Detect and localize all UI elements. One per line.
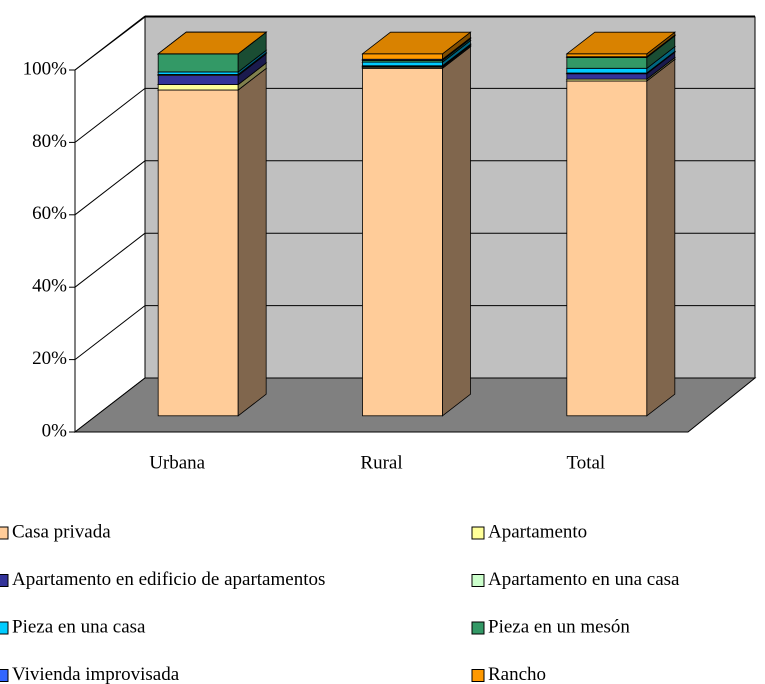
bar-side <box>237 67 267 417</box>
legend-swatch <box>0 526 9 540</box>
legend-swatch <box>471 574 485 587</box>
bar-segment <box>157 75 239 85</box>
legend-swatch <box>0 669 9 682</box>
grid-line <box>74 15 146 71</box>
legend-label: Vivienda improvisada <box>12 664 180 684</box>
bar-segment <box>566 73 648 80</box>
bar-segment <box>566 53 648 58</box>
grid-line <box>74 305 146 360</box>
legend-swatch <box>471 526 485 540</box>
x-tick-label: Urbana <box>149 452 205 473</box>
legend-label: Pieza en un mesón <box>488 616 630 637</box>
legend-label: Rancho <box>488 664 546 684</box>
grid-line <box>74 160 146 216</box>
bar-side <box>442 45 471 417</box>
bar-segment <box>566 80 648 417</box>
legend-label: Casa privada <box>12 521 111 542</box>
legend-swatch <box>0 574 9 587</box>
bar-segment <box>362 61 443 67</box>
y-tick-label: 40% <box>32 276 67 297</box>
bar-segment <box>566 57 648 69</box>
legend-swatch <box>471 669 485 682</box>
bar-segment <box>362 53 443 60</box>
x-tick-label: Rural <box>360 452 402 473</box>
y-tick-label: 60% <box>32 203 67 224</box>
bar-segment <box>566 67 648 74</box>
legend-label: Apartamento en edificio de apartamentos <box>12 569 325 590</box>
bar-top <box>361 31 472 55</box>
y-tick-label: 0% <box>42 420 68 441</box>
legend-label: Pieza en una casa <box>12 616 146 637</box>
y-tick-label: 20% <box>32 348 67 369</box>
x-tick-label: Total <box>566 452 605 473</box>
grid-line <box>74 232 146 288</box>
legend-label: Apartamento en una casa <box>488 569 680 590</box>
bar-segment <box>157 53 239 73</box>
bar-segment <box>362 67 443 417</box>
grid-line <box>74 88 146 143</box>
bar-top <box>565 31 677 55</box>
legend-label: Apartamento <box>488 521 587 542</box>
y-tick-label: 100% <box>23 58 68 79</box>
bar-top <box>156 31 268 55</box>
y-tick-label: 80% <box>32 131 67 152</box>
bar-segment <box>157 89 239 417</box>
bar-segment <box>157 84 239 91</box>
legend-swatch <box>0 621 9 635</box>
bar-side <box>646 58 676 417</box>
side-wall <box>74 15 146 434</box>
legend-swatch <box>471 621 485 635</box>
